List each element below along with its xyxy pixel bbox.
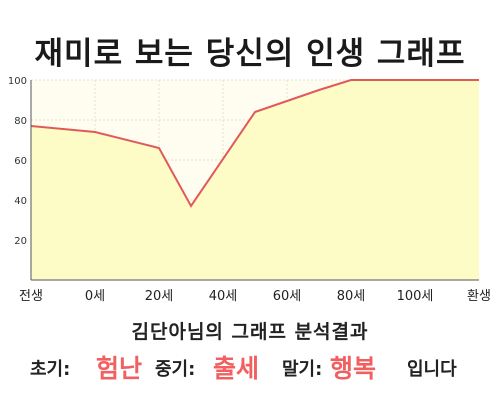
x-tick-label: 0세 (85, 289, 105, 304)
ending-text: 입니다 (407, 359, 457, 380)
x-tick-label: 100세 (397, 289, 434, 304)
early-value: 험난 (96, 354, 143, 383)
late-value: 행복 (330, 354, 377, 383)
analysis-result: 초기: 험난 중기: 출세 말기: 행복 입니다 (0, 345, 500, 385)
y-tick-label: 40 (14, 196, 27, 207)
x-tick-labels: 전생 0세 20세 40세 60세 80세 100세 환생 (19, 289, 491, 304)
x-tick-label: 환생 (467, 289, 491, 304)
early-label: 초기: (30, 359, 71, 380)
analysis-subtitle: 김단아님의 그래프 분석결과 (131, 321, 369, 343)
y-tick-label: 20 (14, 236, 27, 247)
x-tick-label: 40세 (209, 289, 238, 304)
y-tick-labels: 20 40 60 80 100 (8, 76, 27, 247)
late-label: 말기: (282, 359, 323, 380)
middle-value: 출세 (213, 354, 260, 383)
y-tick-label: 100 (8, 76, 27, 87)
life-area-fill (31, 80, 479, 280)
x-tick-label: 전생 (19, 289, 43, 304)
middle-label: 중기: (155, 359, 196, 380)
x-tick-label: 80세 (337, 289, 366, 304)
y-tick-label: 60 (14, 156, 27, 167)
page-title: 재미로 보는 당신의 인생 그래프 (34, 36, 466, 72)
life-line-series (30, 79, 479, 208)
x-tick-label: 60세 (273, 289, 302, 304)
y-tick-label: 80 (14, 116, 27, 127)
x-tick-label: 20세 (145, 289, 174, 304)
